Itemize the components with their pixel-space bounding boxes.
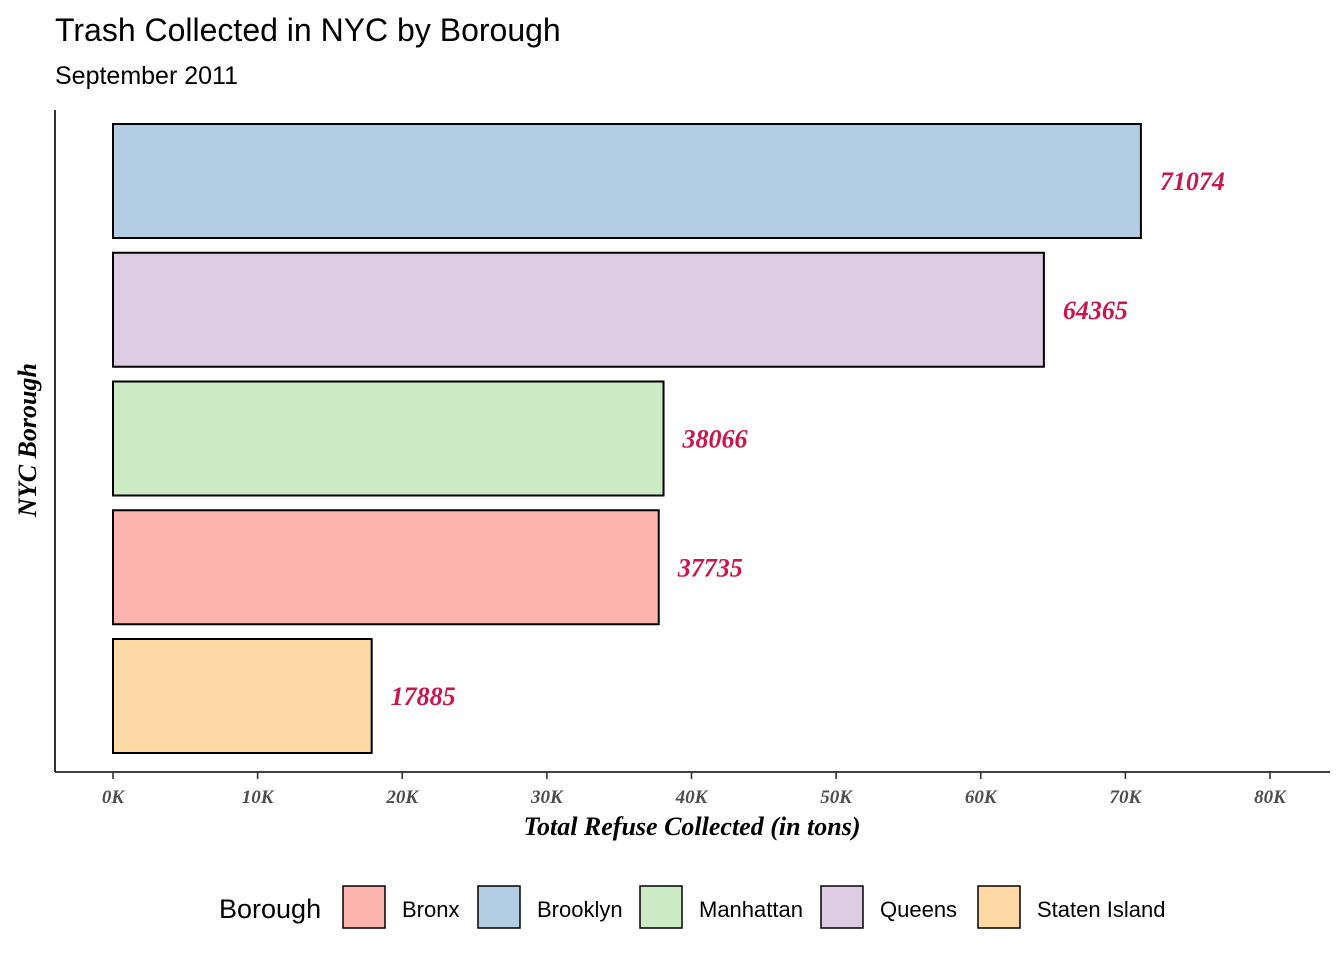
data-label-staten-island: 17885 — [391, 682, 456, 711]
legend-label-bronx: Bronx — [402, 897, 459, 922]
legend-key-manhattan — [639, 885, 683, 929]
legend: Borough Bronx Brooklyn Manhattan Queens Stat… — [219, 885, 1165, 929]
bar-bronx — [112, 509, 660, 626]
legend-label-staten-island: Staten Island — [1037, 897, 1165, 922]
y-axis-title: NYC Borough — [13, 363, 42, 518]
legend-key-brooklyn — [477, 885, 521, 929]
data-label-brooklyn: 71074 — [1160, 167, 1225, 196]
bar-manhattan — [112, 380, 665, 497]
data-label-queens: 64365 — [1063, 296, 1128, 325]
legend-label-queens: Queens — [880, 897, 957, 922]
legend-label-brooklyn: Brooklyn — [537, 897, 623, 922]
bar-staten-island — [112, 638, 373, 754]
x-tick-label: 40K — [675, 787, 709, 808]
data-label-bronx: 37735 — [677, 553, 743, 582]
data-labels-group: 71074 64365 38066 37735 17885 — [391, 167, 1225, 711]
x-axis-ticks: 0K 10K 20K 30K 40K 50K 60K 70K 80K — [102, 772, 1287, 808]
x-tick-label: 30K — [530, 787, 564, 808]
legend-title: Borough — [219, 894, 321, 924]
legend-label-manhattan: Manhattan — [699, 897, 803, 922]
x-tick-label: 0K — [102, 787, 126, 808]
bar-queens — [112, 251, 1045, 368]
x-tick-label: 70K — [1110, 787, 1143, 808]
bar-brooklyn — [112, 123, 1142, 239]
chart-title: Trash Collected in NYC by Borough — [55, 12, 561, 48]
chart-subtitle: September 2011 — [55, 62, 238, 90]
x-tick-label: 60K — [965, 787, 998, 808]
x-tick-label: 50K — [820, 787, 853, 808]
bars-group — [112, 123, 1142, 754]
legend-key-bronx — [342, 885, 386, 929]
x-tick-label: 20K — [385, 787, 419, 808]
x-tick-label: 10K — [242, 787, 275, 808]
legend-key-staten-island — [977, 885, 1021, 929]
data-label-manhattan: 38066 — [682, 425, 748, 454]
legend-key-queens — [820, 885, 864, 929]
x-axis-title: Total Refuse Collected (in tons) — [523, 812, 860, 841]
x-tick-label: 80K — [1254, 787, 1287, 808]
